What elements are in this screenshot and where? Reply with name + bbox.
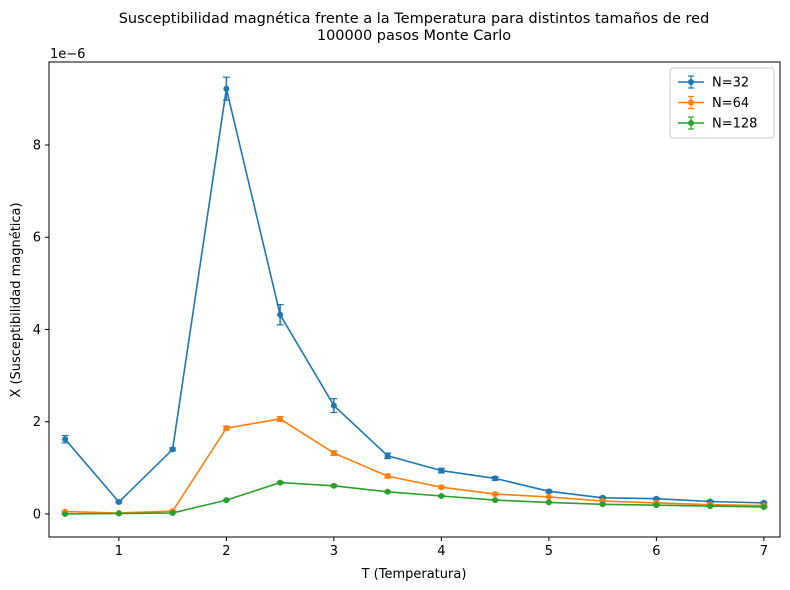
y-offset-label: 1e−6 — [50, 47, 85, 62]
x-tick-label: 5 — [545, 544, 553, 559]
data-point — [277, 479, 284, 486]
series-layer — [61, 76, 768, 517]
y-tick-label: 2 — [33, 415, 41, 430]
data-point — [277, 311, 284, 318]
data-point — [492, 491, 499, 498]
series-n-64 — [61, 415, 768, 517]
data-point — [492, 475, 499, 482]
x-axis-label: T (Temperatura) — [361, 567, 467, 582]
data-point — [223, 425, 230, 432]
data-point — [223, 85, 230, 92]
legend-label: N=32 — [712, 76, 749, 91]
series-line — [65, 418, 764, 514]
y-axis-ticks: 0 2 4 6 8 — [33, 139, 49, 522]
data-point — [384, 473, 391, 480]
y-axis-label: X (Susceptibilidad magnética) — [9, 202, 24, 397]
legend-label: N=128 — [712, 117, 757, 132]
y-tick-label: 4 — [33, 323, 41, 338]
data-point — [653, 495, 660, 502]
data-point — [492, 497, 499, 504]
data-point — [707, 503, 714, 510]
legend-marker — [688, 79, 694, 85]
y-tick-label: 0 — [33, 507, 41, 522]
data-point — [277, 415, 284, 422]
data-point — [330, 450, 337, 457]
x-tick-label: 1 — [115, 544, 123, 559]
legend-marker — [688, 99, 694, 106]
plot-frame — [48, 61, 781, 538]
legend-entry: N=32 — [678, 75, 749, 91]
data-point — [330, 402, 337, 409]
data-point — [330, 482, 337, 489]
legend-entry: N=64 — [678, 95, 749, 111]
data-point — [545, 499, 552, 506]
x-tick-label: 7 — [760, 544, 768, 559]
series-n-128 — [61, 479, 768, 517]
x-tick-label: 3 — [330, 544, 338, 559]
data-point — [115, 510, 122, 517]
data-point — [62, 436, 69, 443]
legend: N=32 N=64 N=128 — [669, 67, 775, 139]
chart-subtitle: 100000 pasos Monte Carlo — [317, 28, 511, 44]
data-point — [545, 488, 552, 495]
data-point — [169, 510, 176, 517]
data-point — [599, 501, 606, 508]
y-tick-label: 6 — [33, 231, 41, 246]
x-tick-label: 4 — [437, 544, 445, 559]
legend-entry: N=128 — [678, 116, 757, 132]
legend-box — [669, 67, 775, 139]
data-point — [438, 484, 445, 491]
legend-label: N=64 — [712, 96, 749, 111]
data-point — [438, 467, 445, 474]
chart-title: Susceptibilidad magnética frente a la Te… — [119, 11, 710, 27]
data-point — [223, 497, 230, 504]
data-point — [384, 452, 391, 459]
x-tick-label: 6 — [652, 544, 660, 559]
series-line — [64, 88, 764, 504]
y-tick-label: 8 — [33, 139, 41, 154]
x-tick-label: 2 — [222, 544, 230, 559]
data-point — [545, 493, 552, 500]
legend-marker — [688, 120, 694, 126]
data-point — [438, 492, 445, 499]
data-point — [169, 446, 176, 453]
series-n-32 — [61, 76, 768, 506]
series-line — [65, 481, 764, 515]
x-axis-ticks: 1 2 3 4 5 6 7 — [115, 537, 768, 559]
data-point — [115, 498, 122, 505]
data-point — [384, 488, 391, 495]
data-point — [62, 510, 69, 517]
data-point — [760, 504, 767, 511]
data-point — [653, 502, 660, 509]
